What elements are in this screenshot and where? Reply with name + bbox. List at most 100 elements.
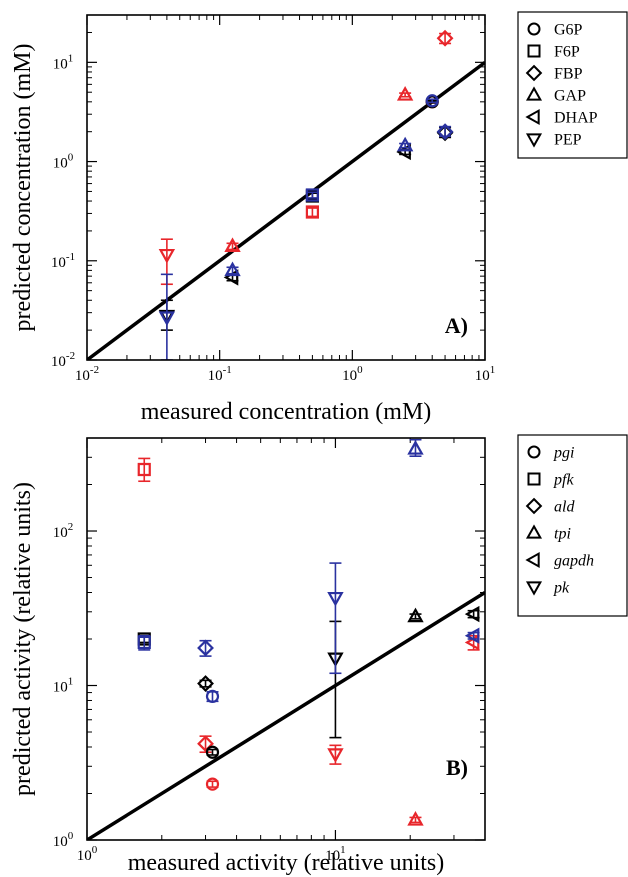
x-axis-label: measured concentration (mM)	[141, 399, 432, 425]
triangle-left-marker	[464, 605, 480, 623]
triangle-up-marker	[224, 261, 241, 277]
legend-box	[517, 434, 628, 617]
diamond-marker	[197, 639, 214, 657]
legend-entry-label: F6P	[554, 44, 580, 61]
data-point-black-triangle-up	[407, 607, 424, 623]
legend-entry-label: PEP	[554, 132, 582, 149]
legend-triangle-left-icon	[525, 108, 540, 126]
identity-line	[87, 60, 485, 360]
square-marker	[137, 635, 151, 650]
data-point-red-diamond	[197, 735, 214, 754]
legend-circle-icon	[527, 22, 541, 36]
y-tick-label: 102	[53, 521, 74, 541]
triangle-up-marker	[407, 607, 424, 623]
triangle-up-marker	[396, 136, 414, 152]
y-axis-label: predicted concentration (mM)	[10, 44, 36, 332]
data-point-red-triangle-up	[407, 811, 424, 826]
data-points	[137, 438, 480, 826]
legend-diamond-icon	[525, 64, 543, 82]
legend-entry-label: FBP	[554, 66, 583, 83]
data-point-blue-triangle-up	[396, 136, 414, 152]
data-point-red-square	[137, 457, 151, 483]
legend: pgi pfk ald tpi gapdh pk	[517, 434, 628, 617]
identity-line	[87, 591, 485, 840]
data-point-blue-triangle-down	[158, 273, 176, 360]
data-point-red-diamond	[436, 29, 454, 47]
legend-square-icon	[527, 472, 541, 486]
square-marker	[305, 205, 319, 219]
circle-marker	[205, 777, 220, 791]
data-point-blue-square	[137, 634, 151, 651]
x-tick-label: 100	[342, 364, 363, 384]
legend-entry-label: pgi	[553, 445, 574, 462]
triangle-down-marker	[327, 748, 344, 763]
legend-entry-label: DHAP	[554, 110, 598, 127]
chart-a-concentration: 10-2 10-1 100 101 10-2 10-1 100 101 A) measured c…	[10, 11, 628, 425]
triangle-up-marker	[224, 237, 241, 253]
square-marker	[137, 462, 151, 477]
chart-b-activity: 100 101 100 101 102 B) measured activity (rela…	[10, 434, 628, 876]
legend-diamond-icon	[525, 497, 543, 515]
data-point-blue-triangle-up	[224, 261, 241, 277]
x-tick-label: 10-1	[208, 364, 232, 384]
axis-ticks	[86, 15, 486, 361]
legend-triangle-down-icon	[525, 133, 543, 148]
diamond-marker	[197, 735, 214, 753]
circle-marker	[205, 689, 220, 704]
data-point-black-triangle-left	[464, 605, 480, 623]
triangle-down-marker	[158, 311, 176, 327]
legend-triangle-left-icon	[525, 551, 540, 569]
panel-label: B)	[446, 755, 468, 780]
data-point-red-square	[305, 205, 319, 219]
data-point-red-triangle-up	[396, 86, 414, 101]
data-point-black-diamond	[197, 675, 214, 692]
square-marker	[305, 188, 319, 202]
data-point-blue-triangle-left	[464, 627, 480, 644]
circle-marker	[425, 94, 439, 108]
data-point-blue-diamond	[197, 639, 214, 657]
panel-label: A)	[445, 313, 468, 338]
legend-entry-label: gapdh	[554, 553, 594, 570]
legend-entry-label: ald	[554, 499, 575, 516]
x-tick-label: 10-2	[75, 364, 99, 384]
y-tick-label: 101	[53, 52, 74, 72]
triangle-left-marker	[396, 143, 411, 161]
data-point-blue-diamond	[436, 123, 454, 141]
data-point-blue-triangle-down	[327, 562, 344, 675]
data-point-red-triangle-down	[327, 744, 344, 765]
plot-frame	[86, 437, 486, 841]
data-point-blue-square	[305, 188, 319, 202]
triangle-down-marker	[327, 591, 344, 607]
data-point-red-triangle-up	[224, 237, 241, 253]
legend-entry-label: pfk	[553, 472, 574, 489]
data-points	[158, 29, 454, 360]
plot-frame	[86, 14, 486, 361]
legend-triangle-up-icon	[525, 524, 543, 539]
legend-entry-label: GAP	[554, 88, 586, 105]
x-tick-label: 100	[77, 844, 98, 864]
circle-marker	[205, 745, 220, 759]
y-axis-label: predicted activity (relative units)	[10, 482, 36, 796]
triangle-up-marker	[407, 811, 424, 826]
triangle-up-marker	[407, 440, 424, 455]
legend-entry-label: tpi	[554, 526, 571, 543]
legend-triangle-down-icon	[525, 581, 543, 596]
legend-entry-label: G6P	[554, 22, 583, 39]
legend-circle-icon	[527, 445, 541, 459]
triangle-left-marker	[464, 627, 480, 644]
legend-square-icon	[527, 44, 541, 58]
diamond-marker	[436, 29, 454, 47]
data-point-blue-triangle-up	[407, 438, 424, 457]
legend-entry-label: pk	[553, 580, 570, 597]
data-point-blue-circle	[425, 94, 439, 108]
x-tick-label: 101	[475, 364, 496, 384]
legend-triangle-up-icon	[525, 86, 543, 101]
legend: G6P F6P FBP GAP DHAP PEP	[517, 11, 628, 159]
axis-ticks	[86, 438, 485, 841]
y-tick-label: 101	[53, 676, 74, 696]
y-tick-label: 10-2	[51, 350, 75, 370]
diamond-marker	[436, 123, 454, 141]
triangle-up-marker	[396, 86, 414, 101]
data-point-red-circle	[205, 777, 220, 791]
data-point-black-circle	[205, 745, 220, 759]
